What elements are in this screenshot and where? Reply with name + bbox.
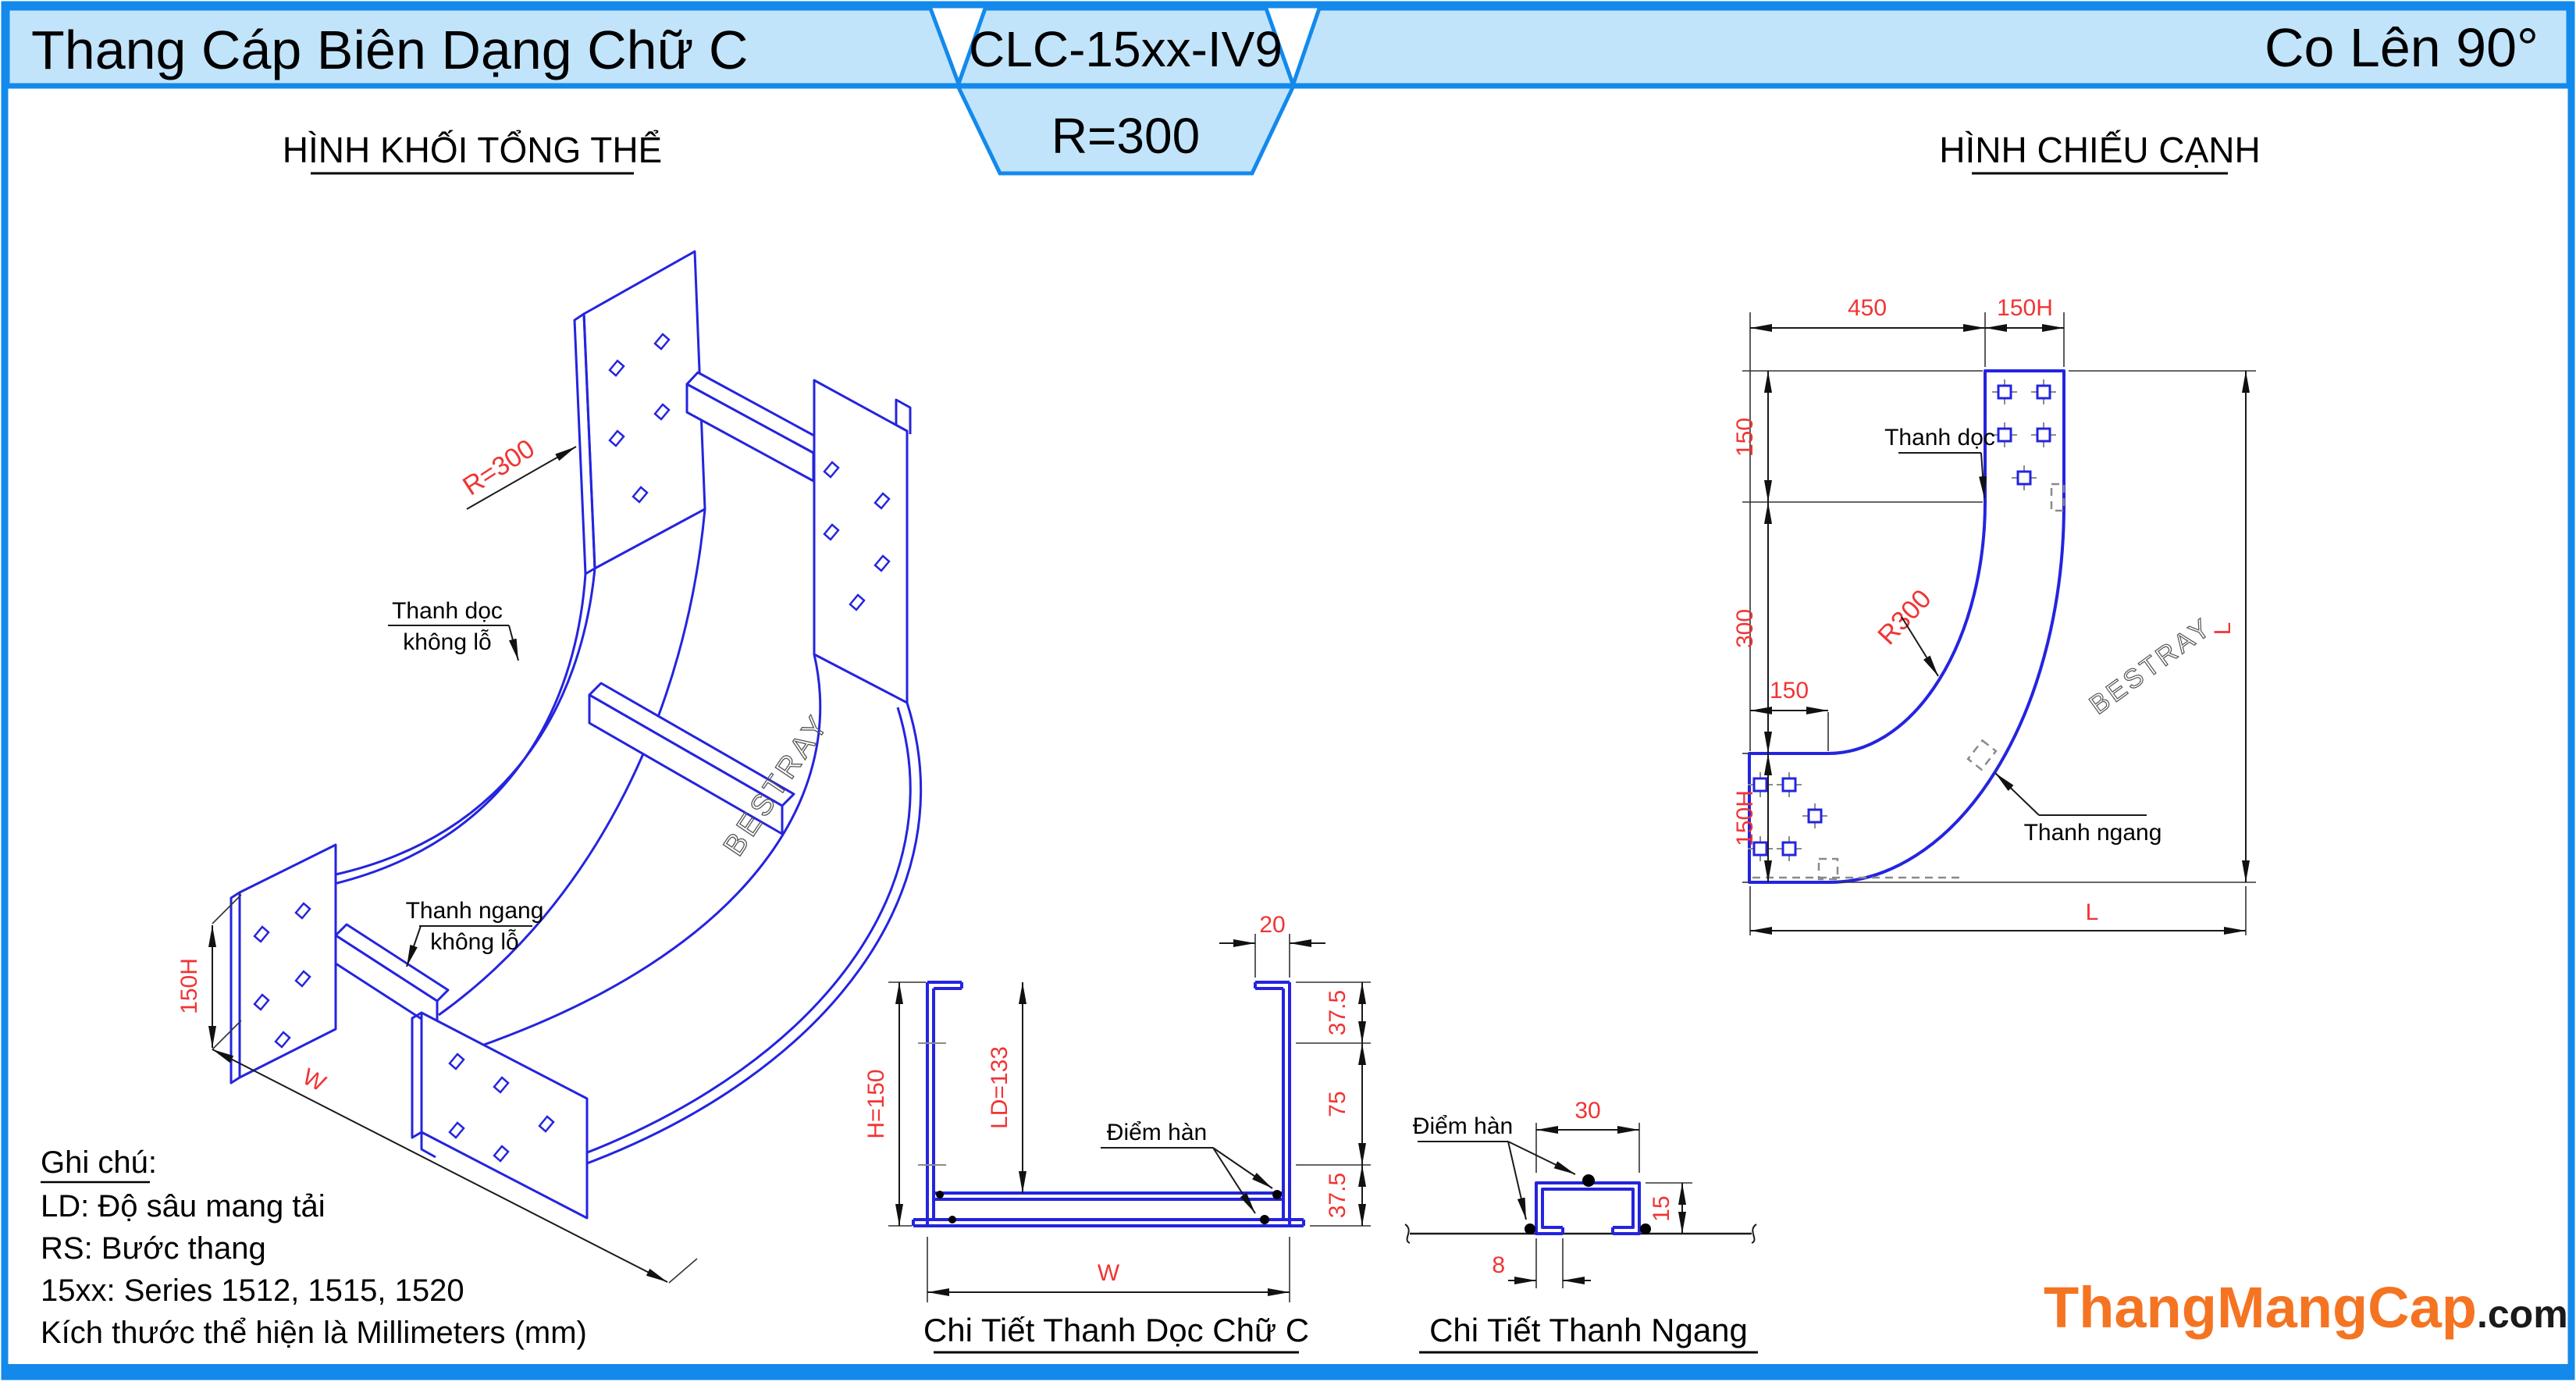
iso-side-rail-label-1: Thanh dọc: [392, 598, 503, 624]
side-extension-lines: [1742, 312, 2256, 935]
iso-side-rail-label-2: không lỗ: [403, 629, 491, 655]
side-rail-label: Thanh dọc: [1884, 425, 1995, 451]
iso-section-title: HÌNH KHỐI TỔNG THỂ: [283, 130, 662, 170]
notes-line-1: LD: Độ sâu mang tải: [41, 1189, 326, 1223]
brand-logo: ThangMangCap.com: [2044, 1275, 2568, 1340]
dim-150h-left: 150H: [1732, 790, 1758, 846]
dim-37-5-bottom: 37.5: [1325, 1173, 1350, 1218]
isometric-view: BESTRAY R=300 Thanh dọc không lỗ Thanh n…: [176, 250, 923, 1284]
rung-weld-label: Điểm hàn: [1413, 1113, 1576, 1220]
model-code: CLC-15xx-IV9: [969, 21, 1283, 77]
product-line-title: Thang Cáp Biên Dạng Chữ C: [31, 20, 748, 80]
dim-150h-top: 150H: [1997, 295, 2053, 321]
rung-profile: [1535, 1181, 1641, 1235]
side-rung-label: Thanh ngang: [2024, 820, 2162, 846]
side-section-title: HÌNH CHIẾU CẠNH: [1939, 130, 2260, 170]
rung-weld-points: [1525, 1174, 1651, 1234]
brand-name: ThangMangCap: [2044, 1275, 2477, 1340]
iso-rung-label-1: Thanh ngang: [406, 898, 544, 924]
c-weld-label: Điểm hàn: [1101, 1120, 1273, 1214]
brand-tld: .com: [2477, 1292, 2568, 1336]
side-watermark: BESTRAY: [2084, 612, 2218, 721]
c-dimensions: H=150 LD=133 20 37.5 75 37.5 W: [863, 912, 1366, 1296]
iso-top-rung: [685, 371, 826, 483]
title-block: Thang Cáp Biên Dạng Chữ C CLC-15xx-IV9 R…: [5, 6, 2571, 176]
dim-450: 450: [1848, 295, 1887, 321]
iso-width-dim: W: [298, 1063, 330, 1097]
notes-block: Ghi chú: LD: Độ sâu mang tải RS: Bước th…: [41, 1145, 587, 1350]
side-radius-label: R300: [1872, 584, 1937, 650]
notes-heading: Ghi chú:: [41, 1145, 157, 1180]
notes-line-3: 15xx: Series 1512, 1515, 1520: [41, 1273, 464, 1308]
iso-height-dim: 150H: [176, 958, 202, 1014]
iso-rung-label-2: không lỗ: [430, 929, 518, 955]
c-weld-points: [936, 1190, 1282, 1224]
iso-front-bottom-panel: [420, 1011, 589, 1220]
dim-w: W: [1098, 1260, 1120, 1286]
dim-20: 20: [1259, 912, 1285, 938]
rung-detail: 30 15 8 Điểm hàn Chi Tiết Thanh Ngang: [1404, 1098, 1758, 1354]
dim-ld133: LD=133: [987, 1046, 1012, 1129]
dim-l-horizontal: L: [2086, 899, 2099, 925]
rung-dimensions: 30 15 8: [1492, 1098, 1692, 1288]
weld-label-c: Điểm hàn: [1107, 1120, 1207, 1145]
dim-75: 75: [1325, 1091, 1350, 1117]
side-dimensions: 450 150H 150 300 150H 150 L L R300: [1732, 295, 2250, 935]
rung-detail-title: Chi Tiết Thanh Ngang: [1429, 1312, 1748, 1348]
c-detail-title: Chi Tiết Thanh Dọc Chữ C: [923, 1312, 1309, 1348]
side-labels: Thanh dọc Thanh ngang BESTRAY: [1884, 425, 2218, 846]
dim-37-5-top: 37.5: [1325, 990, 1350, 1035]
weld-label-rung: Điểm hàn: [1413, 1113, 1513, 1139]
notes-line-4: Kích thước thể hiện là Millimeters (mm): [41, 1316, 587, 1350]
fitting-type: Co Lên 90°: [2265, 17, 2539, 78]
dim-8: 8: [1492, 1252, 1505, 1278]
dim-15: 15: [1649, 1195, 1674, 1221]
iso-front-top-panel: [813, 379, 909, 704]
c-channel-detail: H=150 LD=133 20 37.5 75 37.5 W Điểm hàn …: [863, 912, 1371, 1354]
c-profile: [912, 981, 1305, 1227]
iso-annotations: R=300 Thanh dọc không lỗ Thanh ngang khô…: [176, 433, 698, 1284]
side-holes: [1746, 378, 2065, 881]
dim-30: 30: [1574, 1098, 1600, 1124]
iso-back-bottom-panel: [238, 843, 337, 1079]
dim-150-inner: 150: [1770, 678, 1809, 703]
notes-line-2: RS: Bước thang: [41, 1231, 266, 1266]
radius-code: R=300: [1051, 108, 1200, 164]
section-titles: HÌNH KHỐI TỔNG THỂ HÌNH CHIẾU CẠNH: [283, 130, 2261, 175]
dim-l-vertical: L: [2210, 622, 2236, 636]
side-profile: [1748, 369, 2065, 884]
dim-h150: H=150: [863, 1069, 889, 1138]
rung-support-line: [1404, 1223, 1757, 1244]
dim-150-left: 150: [1732, 418, 1758, 457]
side-view: 450 150H 150 300 150H 150 L L R300 Thanh…: [1732, 295, 2256, 935]
dim-300-left: 300: [1732, 609, 1758, 648]
